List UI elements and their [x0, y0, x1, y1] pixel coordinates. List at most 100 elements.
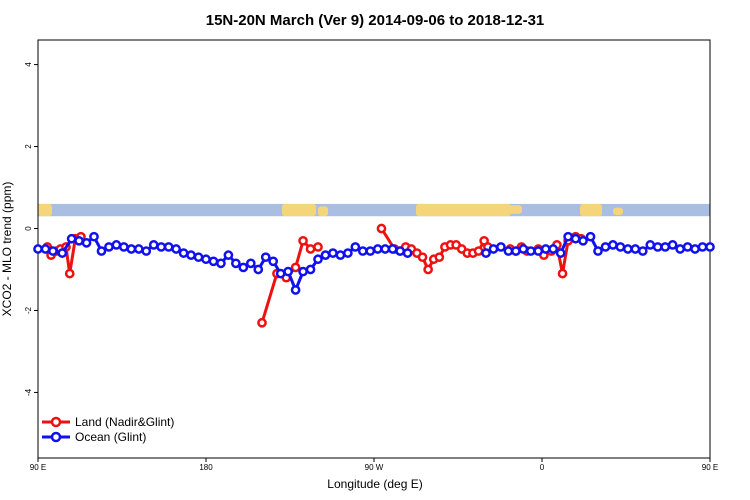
x-axis-label: Longitude (deg E): [327, 477, 422, 491]
data-point-ocean: [238, 262, 249, 273]
data-point-ocean: [630, 244, 641, 254]
x-tick-label: 90 E: [702, 463, 718, 472]
data-point-ocean: [89, 231, 99, 242]
data-point-ocean: [298, 266, 308, 277]
data-point-ocean: [193, 252, 204, 263]
data-point-ocean: [96, 246, 107, 256]
data-point-ocean: [503, 246, 514, 256]
y-tick-label: 0: [24, 226, 33, 231]
data-point-ocean: [163, 242, 174, 252]
data-point-ocean: [682, 242, 693, 252]
data-point-ocean: [186, 250, 196, 260]
data-point-ocean: [402, 248, 413, 258]
data-point-ocean: [74, 235, 84, 246]
y-tick-label: 2: [24, 144, 33, 149]
map-land: [318, 206, 328, 217]
legend-marker-ocean: [50, 431, 62, 443]
data-point-ocean: [148, 240, 159, 250]
data-point-ocean: [481, 248, 491, 258]
map-ocean: [38, 203, 710, 217]
data-point-ocean: [290, 285, 301, 295]
data-point-land: [305, 244, 316, 254]
data-point-land: [434, 252, 445, 263]
data-point-ocean: [578, 235, 588, 246]
data-point-ocean: [40, 244, 51, 254]
x-tick-label: 90 W: [365, 463, 384, 472]
data-point-ocean: [518, 244, 529, 254]
data-point-ocean: [387, 244, 398, 254]
data-point-ocean: [320, 250, 331, 260]
data-point-ocean: [305, 264, 316, 275]
y-tick-label: -4: [24, 388, 33, 396]
x-tick-label: 180: [199, 463, 213, 472]
data-point-ocean: [156, 242, 167, 252]
x-axis: 90 E 180 90 W 0 90 E: [30, 458, 718, 472]
data-point-ocean: [675, 244, 685, 254]
data-point-ocean: [141, 246, 152, 256]
data-point-ocean: [540, 244, 551, 254]
y-axis: -4 -2 0 2 4: [24, 62, 38, 396]
data-point-ocean: [608, 240, 618, 250]
data-point-ocean: [357, 246, 368, 256]
data-point-ocean: [343, 248, 353, 258]
data-point-ocean: [350, 242, 361, 252]
y-axis-label: XCO2 - MLO trend (ppm): [0, 182, 14, 317]
data-point-ocean: [585, 231, 596, 242]
data-point-ocean: [223, 250, 234, 260]
series-ocean: [33, 231, 715, 295]
data-point-ocean: [171, 244, 181, 254]
data-point-ocean: [488, 244, 499, 254]
data-point-ocean: [245, 258, 256, 269]
data-point-land: [473, 246, 484, 256]
data-point-ocean: [231, 258, 241, 269]
data-point-ocean: [328, 248, 338, 258]
map-land: [282, 203, 316, 217]
map-land: [613, 207, 623, 215]
data-point-ocean: [275, 268, 286, 279]
data-point-ocean: [111, 240, 122, 250]
data-point-land: [290, 262, 301, 273]
data-point-land: [257, 317, 267, 328]
data-point-ocean: [380, 244, 391, 254]
data-point-land: [298, 235, 308, 246]
data-point-land: [64, 268, 75, 279]
data-point-ocean: [178, 248, 189, 258]
data-point-ocean: [126, 244, 137, 254]
data-point-ocean: [119, 242, 129, 252]
data-point-ocean: [313, 254, 323, 265]
data-point-ocean: [395, 246, 405, 256]
data-point-ocean: [104, 242, 114, 252]
data-point-ocean: [133, 244, 144, 254]
data-point-land: [557, 268, 568, 279]
data-point-ocean: [697, 242, 708, 252]
data-point-ocean: [548, 244, 559, 254]
data-point-land: [417, 252, 428, 263]
chart-title: 15N-20N March (Ver 9) 2014-09-06 to 2018…: [206, 12, 545, 29]
data-point-ocean: [66, 233, 77, 244]
x-tick-label: 90 E: [30, 463, 46, 472]
series-layer: [33, 223, 715, 328]
y-tick-label: 4: [24, 62, 33, 67]
legend-marker-land: [50, 416, 62, 428]
data-point-ocean: [33, 244, 43, 254]
map-background-strip: [38, 203, 710, 217]
data-point-ocean: [81, 238, 92, 248]
data-point-ocean: [365, 246, 376, 256]
data-point-ocean: [216, 258, 226, 269]
data-point-ocean: [652, 242, 663, 252]
map-land: [38, 203, 52, 217]
data-point-ocean: [372, 244, 383, 254]
data-point-ocean: [690, 244, 700, 254]
data-point-ocean: [645, 240, 656, 250]
data-point-ocean: [660, 242, 671, 252]
data-point-land: [423, 264, 433, 275]
data-point-ocean: [201, 254, 211, 265]
map-land: [580, 203, 602, 217]
data-point-ocean: [268, 256, 279, 267]
data-point-ocean: [57, 248, 68, 258]
data-point-ocean: [705, 242, 715, 252]
data-point-ocean: [555, 248, 566, 258]
legend-label-land: Land (Nadir&Glint): [75, 415, 174, 429]
legend-label-ocean: Ocean (Glint): [75, 430, 146, 444]
